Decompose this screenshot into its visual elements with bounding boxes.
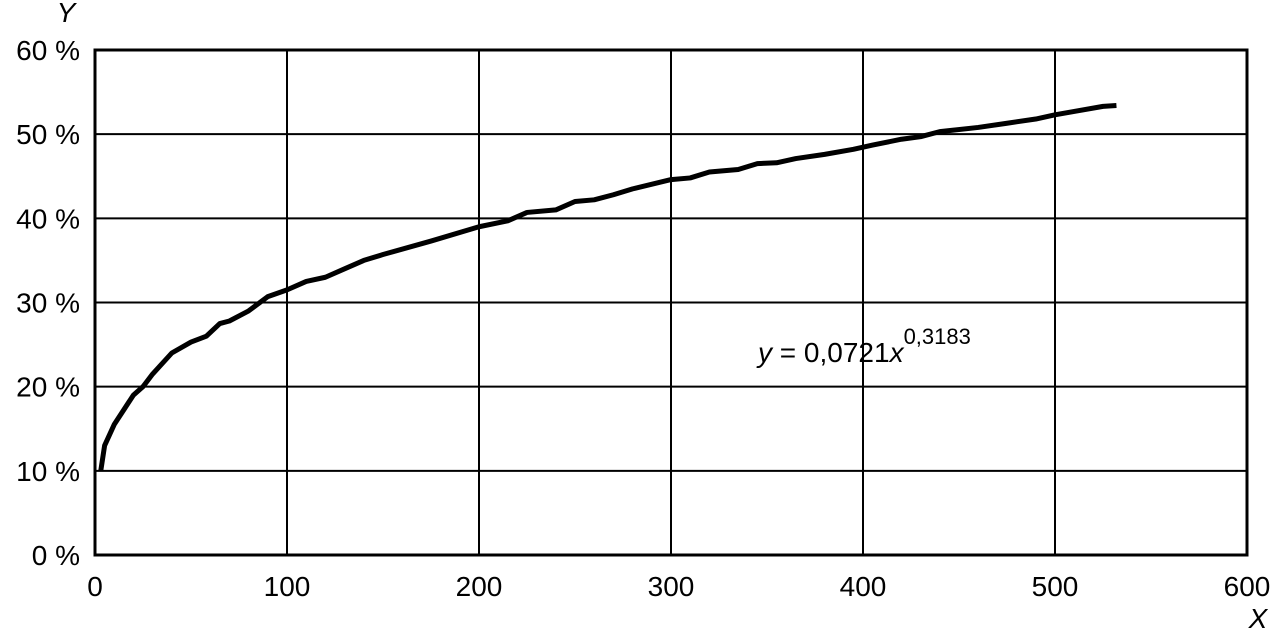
data-line: [98, 103, 1117, 472]
x-axis-label: X: [1248, 603, 1269, 633]
annotation-y: y: [756, 337, 774, 368]
y-tick-label: 60 %: [16, 35, 80, 66]
annotation-exponent: 0,3183: [904, 324, 971, 349]
y-tick-label: 0 %: [32, 540, 80, 571]
y-tick-label: 20 %: [16, 372, 80, 403]
annotation-x: x: [888, 337, 905, 368]
x-tick-label: 400: [840, 571, 887, 602]
y-tick-label: 30 %: [16, 288, 80, 319]
y-tick-label: 50 %: [16, 119, 80, 150]
x-tick-label: 500: [1032, 571, 1079, 602]
x-tick-label: 200: [456, 571, 503, 602]
annotation: y = 0,0721x0,3183: [756, 324, 971, 368]
y-tick-label: 40 %: [16, 203, 80, 234]
y-tick-label: 10 %: [16, 456, 80, 487]
x-tick-label: 600: [1224, 571, 1271, 602]
annotation-coef: = 0,0721: [772, 337, 890, 368]
plot-frame: [93, 48, 1249, 557]
x-tick-label: 0: [87, 571, 103, 602]
y-axis-label: Y: [57, 0, 78, 28]
x-tick-label: 300: [648, 571, 695, 602]
x-tick-label: 100: [264, 571, 311, 602]
